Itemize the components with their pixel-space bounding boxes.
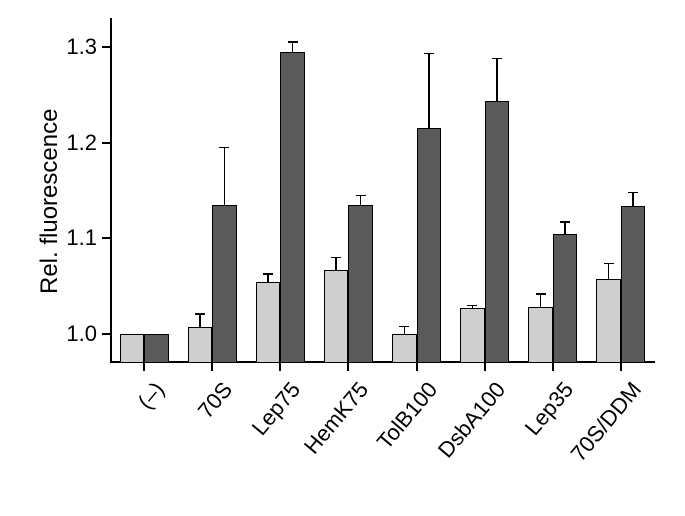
error-bar	[564, 222, 566, 234]
error-bar	[224, 147, 226, 205]
error-cap	[492, 58, 502, 60]
error-bar	[335, 258, 337, 270]
error-bar	[360, 195, 362, 205]
error-bar	[199, 314, 201, 326]
error-bar	[540, 294, 542, 307]
ytick-label: 1.3	[55, 34, 97, 60]
xtick-mark	[620, 363, 622, 371]
error-bar	[608, 263, 610, 278]
bar-dark	[144, 334, 169, 363]
error-bar	[428, 53, 430, 128]
xtick-mark	[552, 363, 554, 371]
ytick-mark	[102, 46, 110, 48]
bar-dark	[621, 206, 646, 363]
error-cap	[604, 263, 614, 265]
bar-light	[188, 327, 213, 363]
ytick-label: 1.1	[55, 225, 97, 251]
bar-light	[392, 334, 417, 363]
error-cap	[536, 293, 546, 295]
bar-light	[256, 282, 281, 363]
error-cap	[467, 305, 477, 307]
bar-light	[528, 307, 553, 363]
chart-container: Rel. fluorescence 1.01.11.21.3 (–)70SLep…	[0, 0, 685, 516]
bar-dark	[553, 234, 578, 363]
error-cap	[628, 192, 638, 194]
bar-dark	[485, 101, 510, 363]
error-cap	[219, 147, 229, 149]
xtick-mark	[279, 363, 281, 371]
error-cap	[195, 313, 205, 315]
xtick-mark	[143, 363, 145, 371]
ytick-label: 1.0	[55, 321, 97, 347]
error-bar	[632, 192, 634, 205]
bar-dark	[280, 52, 305, 363]
error-bar	[404, 327, 406, 335]
y-axis-label: Rel. fluorescence	[36, 94, 64, 294]
error-cap	[331, 257, 341, 259]
bar-light	[596, 279, 621, 363]
bar-dark	[212, 205, 237, 363]
ytick-mark	[102, 333, 110, 335]
error-cap	[263, 273, 273, 275]
xtick-mark	[416, 363, 418, 371]
ytick-mark	[102, 142, 110, 144]
ytick-label: 1.2	[55, 130, 97, 156]
error-cap	[424, 53, 434, 55]
xtick-mark	[211, 363, 213, 371]
bar-light	[460, 308, 485, 363]
bar-light	[120, 334, 145, 363]
error-cap	[288, 41, 298, 43]
xtick-mark	[484, 363, 486, 371]
error-cap	[560, 221, 570, 223]
error-bar	[496, 58, 498, 101]
bar-dark	[417, 128, 442, 363]
error-bar	[267, 274, 269, 282]
xtick-mark	[347, 363, 349, 371]
error-cap	[356, 195, 366, 197]
bar-dark	[348, 205, 373, 363]
error-cap	[399, 326, 409, 328]
error-bar	[292, 42, 294, 52]
bar-light	[324, 270, 349, 363]
ytick-mark	[102, 237, 110, 239]
